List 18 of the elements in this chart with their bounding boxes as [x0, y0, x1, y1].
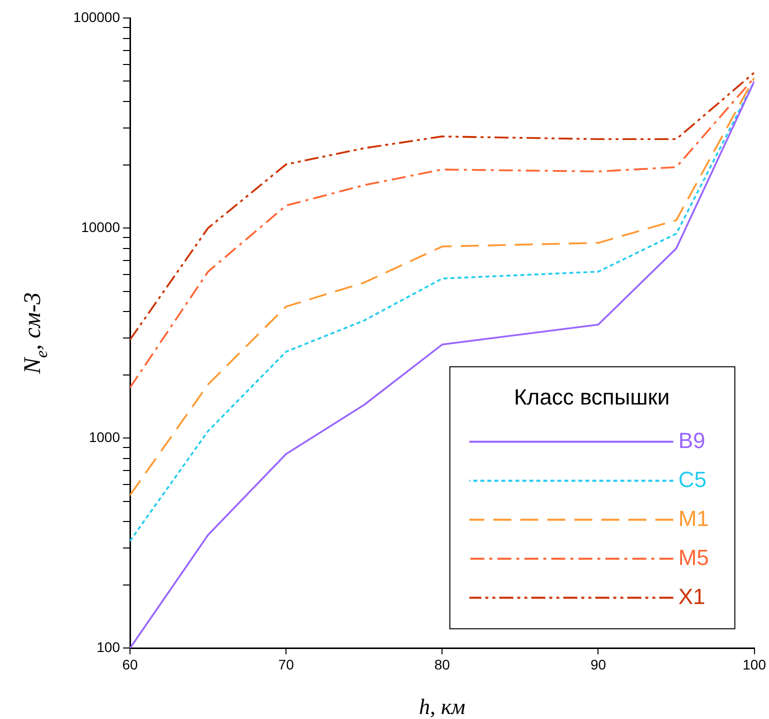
y-tick-label: 1000 [88, 428, 120, 445]
x-axis-title: h, км [418, 694, 466, 719]
line-series [130, 72, 754, 341]
x-tick-label: 70 [278, 656, 294, 672]
text: M5 [678, 544, 709, 570]
text: B9 [678, 428, 706, 453]
x-tick-label: 80 [434, 656, 450, 672]
y-tick-label: 100 [96, 639, 120, 656]
x-tick-label: 100 [742, 656, 766, 672]
x-tick-label: 90 [590, 656, 606, 672]
y-tick-label: 10000 [81, 218, 120, 235]
text: C5 [678, 466, 706, 492]
y-axis-title: Ne, см-3 [20, 292, 52, 375]
text: X1 [678, 584, 706, 609]
legend-title: Класс вспышки [514, 384, 670, 410]
x-tick-label: 60 [122, 656, 138, 672]
text: M1 [678, 506, 709, 531]
y-tick-label: 100000 [73, 8, 120, 25]
